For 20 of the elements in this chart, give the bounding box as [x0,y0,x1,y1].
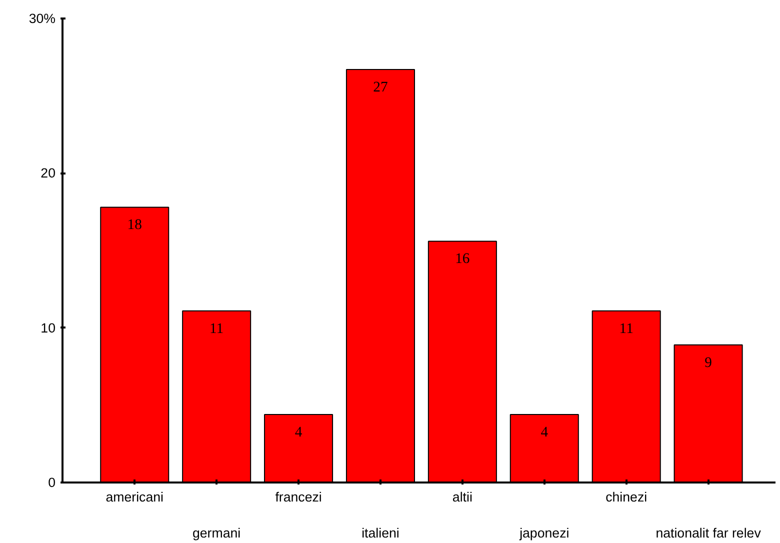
x-tick-label: nationalit far relev [656,526,762,540]
x-tick-label: chinezi [606,490,648,504]
x-tick-label: italieni [362,526,400,540]
data-label: 27 [373,80,388,96]
y-tick-label: 0 [48,475,56,490]
data-label: 11 [619,320,634,337]
x-tick-label: germani [192,526,241,540]
data-label: 4 [540,424,549,440]
y-tick-label: 30% [28,11,56,26]
x-tick-label: americani [106,490,164,504]
data-label: 16 [455,251,470,268]
data-label: 18 [127,217,142,234]
data-label: 4 [294,424,303,440]
x-tick-label: francezi [275,490,322,504]
y-tick-label: 20 [40,166,56,181]
x-tick-label: altii [452,490,472,504]
data-label: 9 [704,354,712,371]
data-label: 11 [210,320,224,337]
x-tick-label: japonezi [518,526,570,540]
y-tick-label: 10 [40,320,56,336]
